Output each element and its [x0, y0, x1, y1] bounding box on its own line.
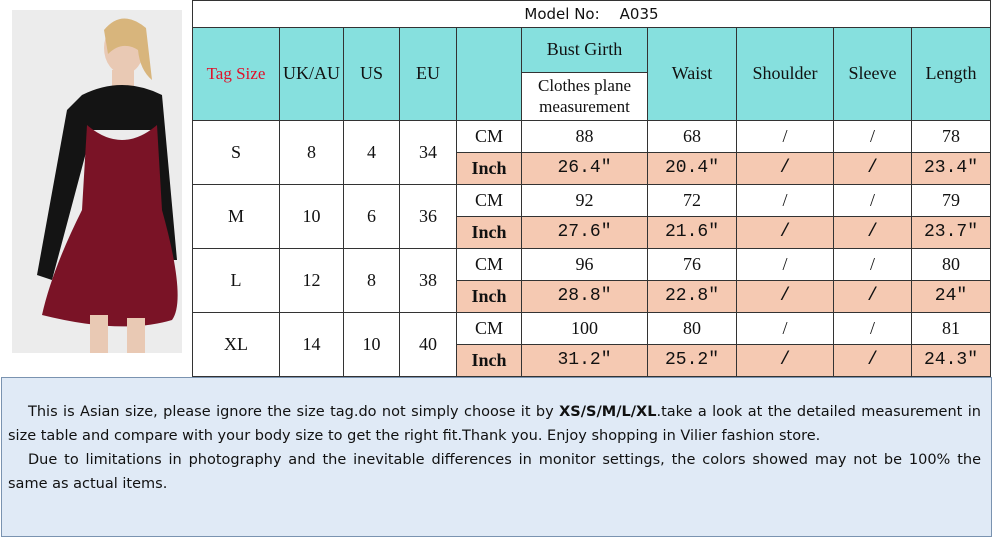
inch-cell: / — [736, 152, 834, 185]
size-cell: 12 — [279, 248, 344, 313]
cm-cell: / — [833, 184, 912, 217]
inch-cell: 24.3″ — [911, 344, 991, 377]
header-cell — [456, 27, 522, 121]
inch-cell: 20.4″ — [647, 152, 737, 185]
unit-cell: CM — [456, 184, 522, 217]
inch-cell: 31.2″ — [521, 344, 648, 377]
model-number: A035 — [619, 5, 659, 23]
header-cell: US — [343, 27, 400, 121]
cm-cell: 80 — [911, 248, 991, 281]
inch-cell: 25.2″ — [647, 344, 737, 377]
cm-cell: 80 — [647, 312, 737, 345]
unit-cell: Inch — [456, 344, 522, 377]
size-cell: 6 — [343, 184, 400, 249]
title-label: Model No: — [524, 5, 600, 23]
inch-cell: / — [833, 152, 912, 185]
inch-cell: 28.8″ — [521, 280, 648, 313]
size-cell: 4 — [343, 120, 400, 185]
inch-cell: / — [833, 216, 912, 249]
cm-cell: / — [833, 120, 912, 153]
header-cell: Clothes plane measurement — [521, 72, 648, 121]
size-cell: 8 — [343, 248, 400, 313]
inch-cell: 21.6″ — [647, 216, 737, 249]
size-cell: 10 — [343, 312, 400, 377]
inch-cell: / — [833, 344, 912, 377]
cm-cell: 76 — [647, 248, 737, 281]
size-cell: 36 — [399, 184, 457, 249]
note-paragraph: This is Asian size, please ignore the si… — [8, 400, 981, 448]
inch-cell: / — [736, 344, 834, 377]
header-cell: EU — [399, 27, 457, 121]
unit-cell: Inch — [456, 152, 522, 185]
cm-cell: / — [736, 120, 834, 153]
size-cell: 10 — [279, 184, 344, 249]
cm-cell: 68 — [647, 120, 737, 153]
note-paragraph: Due to limitations in photography and th… — [8, 452, 981, 492]
header-cell: UK/AU — [279, 27, 344, 121]
unit-cell: CM — [456, 248, 522, 281]
size-cell: 38 — [399, 248, 457, 313]
cm-cell: 79 — [911, 184, 991, 217]
header-cell: Length — [911, 27, 991, 121]
cm-cell: 81 — [911, 312, 991, 345]
cm-cell: 100 — [521, 312, 648, 345]
cm-cell: 72 — [647, 184, 737, 217]
size-cell: XL — [192, 312, 280, 377]
inch-cell: 24″ — [911, 280, 991, 313]
inch-cell: 23.4″ — [911, 152, 991, 185]
cm-cell: 92 — [521, 184, 648, 217]
title-row: Model No: A035 — [192, 0, 991, 28]
cm-cell: 78 — [911, 120, 991, 153]
inch-cell: 23.7″ — [911, 216, 991, 249]
cm-cell: / — [736, 248, 834, 281]
inch-cell: / — [833, 280, 912, 313]
size-cell: M — [192, 184, 280, 249]
header-cell: Bust Girth — [521, 27, 648, 73]
size-cell: 40 — [399, 312, 457, 377]
size-cell: S — [192, 120, 280, 185]
header-cell: Waist — [647, 27, 737, 121]
note-bold: XS/S/M/L/XL — [559, 404, 657, 420]
header-cell: Shoulder — [736, 27, 834, 121]
note-text: This is Asian size, please ignore the si… — [28, 404, 560, 420]
inch-cell: 22.8″ — [647, 280, 737, 313]
cm-cell: / — [736, 312, 834, 345]
inch-cell: 27.6″ — [521, 216, 648, 249]
inch-cell: / — [736, 216, 834, 249]
unit-cell: CM — [456, 120, 522, 153]
size-cell: L — [192, 248, 280, 313]
cm-cell: / — [833, 312, 912, 345]
cm-cell: / — [736, 184, 834, 217]
size-cell: 8 — [279, 120, 344, 185]
cm-cell: 96 — [521, 248, 648, 281]
unit-cell: Inch — [456, 280, 522, 313]
cm-cell: / — [833, 248, 912, 281]
size-cell: 14 — [279, 312, 344, 377]
inch-cell: / — [736, 280, 834, 313]
header-cell: Sleeve — [833, 27, 912, 121]
note-text: .take a look at the detailed measurement… — [8, 404, 981, 444]
header-cell: Tag Size — [192, 27, 280, 121]
unit-cell: CM — [456, 312, 522, 345]
unit-cell: Inch — [456, 216, 522, 249]
inch-cell: 26.4″ — [521, 152, 648, 185]
size-cell: 34 — [399, 120, 457, 185]
notes: This is Asian size, please ignore the si… — [1, 377, 992, 537]
model-photo — [12, 10, 182, 353]
cm-cell: 88 — [521, 120, 648, 153]
